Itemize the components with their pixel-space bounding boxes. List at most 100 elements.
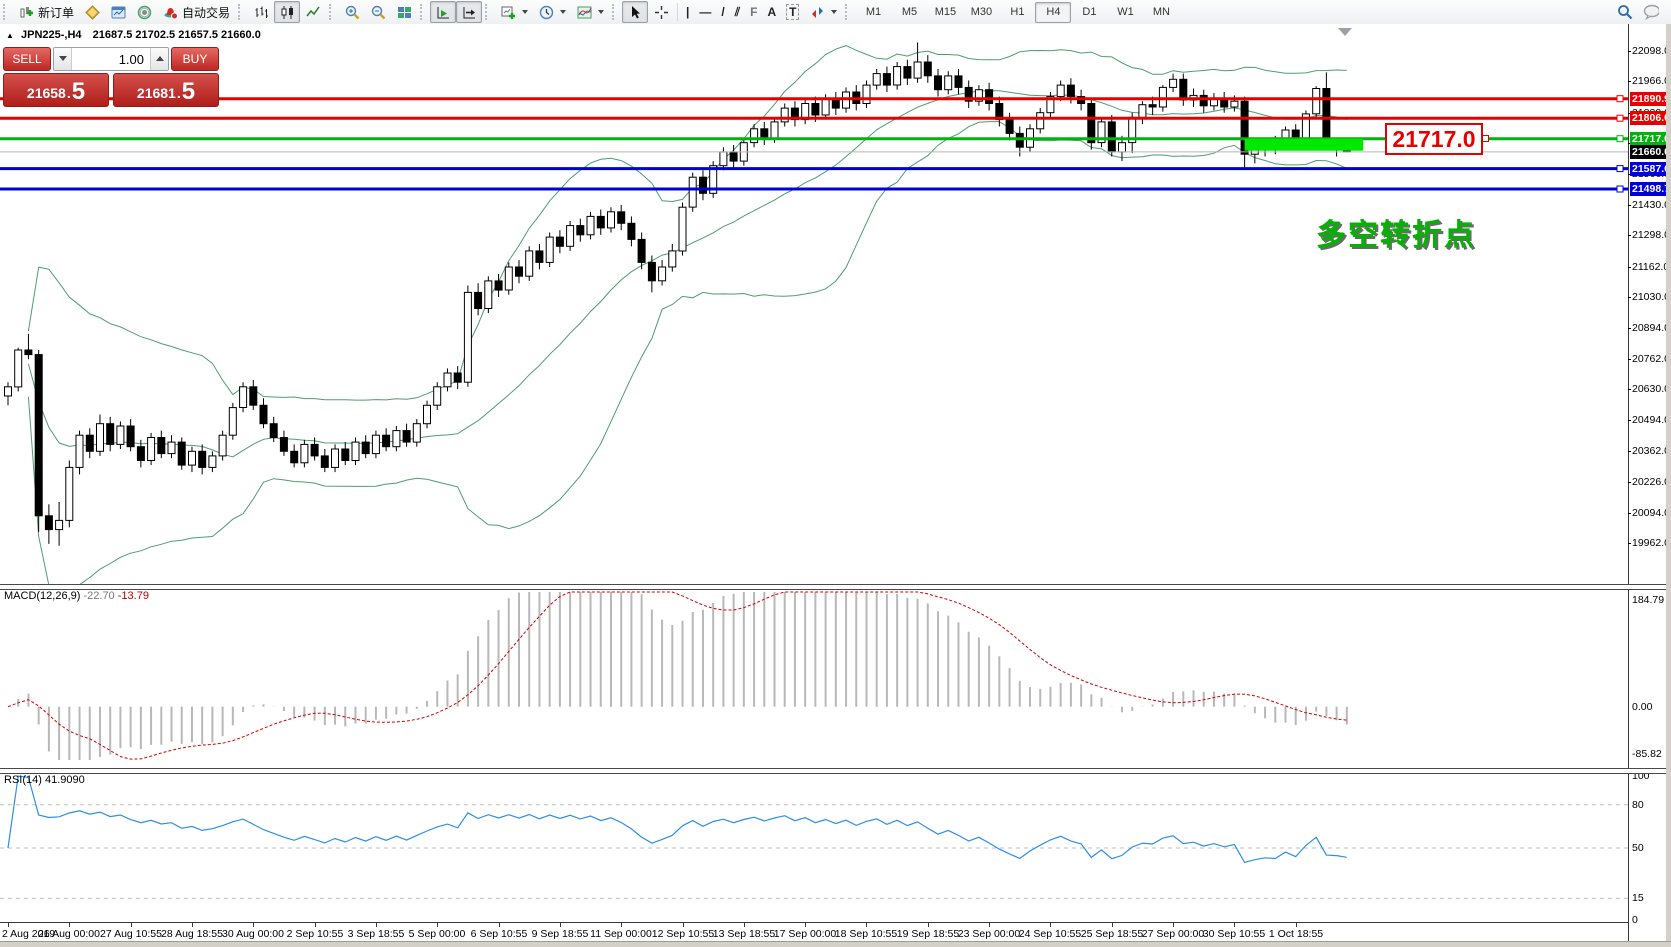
zoom-out-icon (370, 4, 386, 20)
zoom-in-button[interactable] (339, 1, 365, 23)
new-order-button[interactable]: 新订单 (13, 1, 79, 23)
timeframe-button-h4[interactable]: H4 (1035, 1, 1072, 23)
timeframe-button-d1[interactable]: D1 (1082, 6, 1097, 18)
toolbar-grip[interactable] (238, 4, 245, 20)
macd-indicator-panel[interactable] (0, 588, 1628, 768)
macd-signal-value: -13.79 (117, 590, 149, 602)
trendline-button[interactable]: / (716, 1, 729, 23)
zoom-out-button[interactable] (365, 1, 391, 23)
vertical-line-button[interactable]: | (681, 1, 694, 23)
macd-axis-label: -85.82 (1632, 748, 1662, 760)
date-tick-label: 3 Sep 18:55 (347, 928, 405, 940)
autotrading-button[interactable]: 自动交易 (157, 1, 235, 23)
buy-price-display[interactable]: 21681. 5 (113, 73, 219, 107)
toolbar-grip[interactable] (3, 4, 10, 20)
timeframe-button-mn[interactable]: MN (1152, 6, 1170, 18)
date-tick-label: 30 Aug 00:00 (222, 928, 284, 940)
macd-label: MACD(12,26,9) -22.70 -13.79 (4, 590, 149, 602)
timeframe-button-w1[interactable]: W1 (1117, 6, 1134, 18)
toolbar-grip[interactable] (612, 4, 619, 20)
horizontal-line-button[interactable]: — (694, 1, 716, 23)
volume-increase-button[interactable] (150, 48, 168, 70)
periods-button[interactable] (533, 1, 571, 23)
cursor-button[interactable] (622, 1, 649, 23)
hline-price-badge: 21890.9 (1630, 92, 1671, 106)
arrows-button[interactable] (804, 1, 842, 23)
bar-chart-button[interactable] (248, 1, 274, 23)
rsi-value: 41.9090 (44, 774, 85, 786)
crosshair-button[interactable] (648, 1, 674, 23)
date-tick-label: 13 Sep 18:55 (712, 928, 776, 940)
channel-button[interactable]: ⫽ (730, 1, 745, 23)
toolbar-grip[interactable] (485, 4, 492, 20)
new-order-label: 新订单 (38, 5, 75, 20)
tile-windows-button[interactable] (391, 1, 417, 23)
toolbar-grip[interactable] (329, 4, 336, 20)
chat-icon[interactable] (1643, 4, 1659, 20)
line-chart-button[interactable] (300, 1, 326, 23)
fibonacci-button[interactable]: F (745, 1, 762, 23)
panel-separator[interactable] (0, 584, 1671, 590)
signals-button[interactable] (131, 1, 157, 23)
volume-stepper: 1.00 (53, 47, 169, 71)
chart-shift-marker-icon[interactable] (1338, 28, 1352, 36)
metaquotes-button[interactable] (79, 1, 105, 23)
price-tick-label: 21430.0 (1628, 199, 1670, 211)
volume-value[interactable]: 1.00 (72, 48, 150, 70)
timeframe-button-h1[interactable]: H1 (1010, 6, 1025, 18)
timeframe-button-m5[interactable]: M5 (901, 6, 918, 18)
indicators-button[interactable] (571, 1, 609, 23)
auto-scroll-button[interactable] (430, 1, 457, 23)
periods-clock-icon (538, 4, 554, 20)
window-right-edge (1666, 24, 1671, 947)
hline-price-badge: 21806.0 (1630, 111, 1671, 125)
volume-decrease-button[interactable] (54, 48, 72, 70)
chinese-annotation-text[interactable]: 多空转折点 (1316, 219, 1476, 252)
dropdown-caret-icon (831, 10, 838, 14)
chart-shift-button[interactable] (456, 1, 483, 23)
date-tick-label: 25 Sep 18:55 (1080, 928, 1144, 940)
timeframe-button-m15[interactable]: M15 (934, 6, 957, 18)
collapse-triangle-icon[interactable]: ▲ (6, 31, 14, 40)
text-button[interactable]: A (762, 1, 781, 23)
search-icon[interactable] (1617, 4, 1633, 20)
autotrading-label: 自动交易 (182, 5, 231, 20)
price-tick-label: 20362.0 (1628, 445, 1670, 457)
time-axis[interactable]: 2 Aug 2019 26 Aug 00:00 27 Aug 10:55 28 Aug… (0, 922, 1628, 942)
text-label-button[interactable]: T (781, 1, 804, 23)
date-tick-label: 19 Sep 18:55 (896, 928, 960, 940)
macd-axis-label: 184.79 (1632, 594, 1665, 606)
rsi-axis-label: 80 (1632, 799, 1644, 811)
candlestick-chart-button[interactable] (274, 1, 301, 23)
date-tick-label: 1 Oct 18:55 (1268, 928, 1324, 940)
price-axis[interactable]: 22098.021966.021830.021698.021566.021430… (1627, 24, 1671, 941)
callout-anchor-handle[interactable] (1482, 135, 1489, 142)
date-tick-label: 30 Sep 10:55 (1202, 928, 1266, 940)
toolbar-grip[interactable] (845, 4, 852, 20)
chart-shift-icon (461, 4, 477, 20)
window-bottom-edge (0, 941, 1671, 947)
ohlc-values: 21687.5 21702.5 21657.5 21660.0 (92, 29, 261, 41)
timeframe-button-m30[interactable]: M30 (970, 6, 993, 18)
sell-price-display[interactable]: 21658. 5 (3, 73, 109, 107)
date-tick-label: 26 Aug 00:00 (38, 928, 100, 940)
new-chart-button[interactable] (495, 1, 533, 23)
macd-axis-label: 0.00 (1632, 701, 1653, 713)
date-tick-label: 27 Sep 00:00 (1141, 928, 1205, 940)
date-tick-label: 27 Aug 10:55 (100, 928, 162, 940)
horizontal-line-icon: — (699, 5, 712, 19)
main-toolbar: 新订单 自动交易 (0, 0, 1671, 25)
buy-button[interactable]: BUY (171, 47, 219, 71)
current-price-badge: 21660.0 (1630, 145, 1671, 159)
trendline-icon: / (721, 5, 725, 19)
candlestick-chart[interactable] (0, 24, 1628, 584)
market-watch-button[interactable] (105, 1, 131, 23)
panel-separator[interactable] (0, 768, 1671, 774)
sell-button[interactable]: SELL (3, 47, 51, 71)
price-callout-box[interactable]: 21717.0 (1385, 123, 1483, 155)
toolbar-grip[interactable] (420, 4, 427, 20)
cursor-arrow-icon (627, 4, 643, 20)
rsi-indicator-panel[interactable] (0, 772, 1628, 922)
timeframe-button-m1[interactable]: M1 (865, 6, 882, 18)
zoom-in-icon (344, 4, 360, 20)
